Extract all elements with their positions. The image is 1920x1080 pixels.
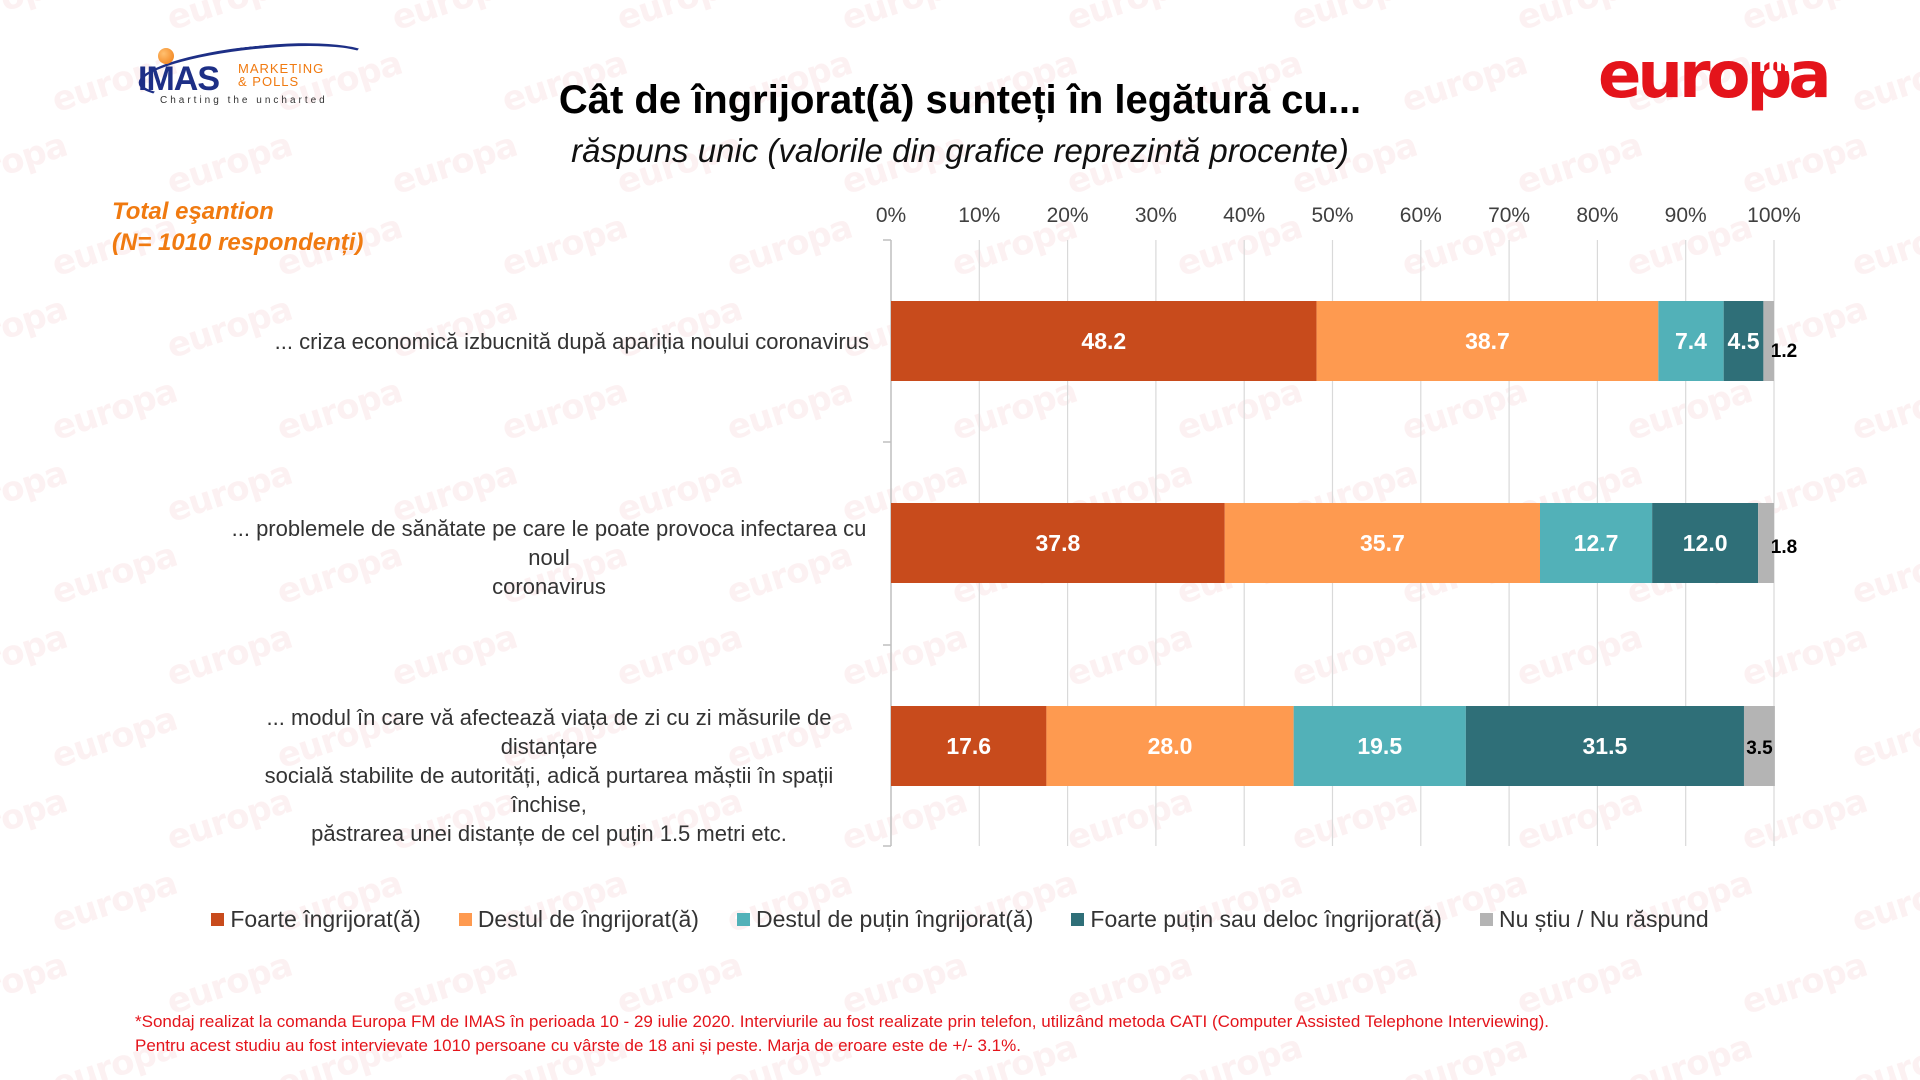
imas-logo-text: IMAS: [138, 60, 220, 98]
x-tick-label: 40%: [1223, 204, 1265, 227]
x-tick-label: 80%: [1576, 204, 1618, 227]
chart-legend: Foarte îngrijorat(ă) Destul de îngrijorat…: [0, 906, 1920, 933]
category-label-line: coronavirus: [492, 574, 606, 599]
imas-logo-dot-icon: [158, 48, 174, 64]
data-label: 4.5: [1728, 328, 1760, 354]
bar-segment: [1540, 503, 1653, 583]
legend-label: Foarte puțin sau deloc îngrijorat(ă): [1090, 906, 1442, 932]
bar-segment: [1224, 503, 1541, 583]
sample-label: Total eşantion: [112, 198, 274, 225]
legend-item: Destul de puțin îngrijorat(ă): [736, 906, 1034, 933]
x-tick-label: 70%: [1488, 204, 1530, 227]
category-label: ... modul în care vă afectează viața de …: [229, 703, 869, 848]
data-label: 35.7: [1360, 530, 1405, 556]
data-label: 37.8: [1036, 530, 1081, 556]
bar-segment: [1046, 706, 1294, 786]
legend-label: Foarte îngrijorat(ă): [230, 906, 421, 932]
bar-segment: [1763, 301, 1774, 381]
x-tick-label: 10%: [958, 204, 1000, 227]
data-label: 48.2: [1081, 328, 1126, 354]
x-tick-label: 50%: [1311, 204, 1353, 227]
data-label: 1.2: [1771, 341, 1797, 362]
imas-logo-sub2: & POLLS: [238, 74, 300, 89]
data-label: 31.5: [1583, 733, 1628, 759]
data-label: 12.7: [1574, 530, 1619, 556]
bar-segment: [1723, 301, 1764, 381]
legend-item: Nu știu / Nu răspund: [1479, 906, 1709, 933]
footnote-line-1: *Sondaj realizat la comanda Europa FM de…: [135, 1012, 1549, 1031]
category-label-line: ... problemele de sănătate pe care le po…: [231, 516, 867, 570]
imas-logo-tagline: Charting the uncharted: [160, 95, 328, 106]
bar-segment: [891, 503, 1225, 583]
legend-label: Destul de îngrijorat(ă): [477, 906, 699, 932]
imas-logo-sub1: MARKETING: [238, 61, 325, 76]
x-tick-label: 90%: [1665, 204, 1707, 227]
category-label: ... problemele de sănătate pe care le po…: [229, 514, 869, 601]
legend-item: Destul de îngrijorat(ă): [458, 906, 699, 933]
legend-swatch-icon: [458, 913, 472, 926]
bar-segment: [1743, 706, 1775, 786]
sample-size: (N= 1010 respondenți): [112, 229, 364, 256]
data-label: 28.0: [1148, 733, 1193, 759]
x-tick-label: 60%: [1400, 204, 1442, 227]
imas-logo: IMAS MARKETING & POLLS Charting the unch…: [130, 33, 376, 109]
legend-swatch-icon: [211, 913, 225, 926]
bar-segment: [1293, 706, 1466, 786]
data-label: 38.7: [1465, 328, 1510, 354]
category-label-line: socială stabilite de autorități, adică p…: [264, 762, 834, 817]
bar-segment: [1758, 503, 1774, 583]
bar-segment: [891, 706, 1047, 786]
data-label: 1.8: [1771, 537, 1797, 558]
x-tick-label: 30%: [1135, 204, 1177, 227]
imas-logo-subtext: MARKETING & POLLS: [238, 62, 324, 88]
europa-fm-logo-suffix: fm: [1758, 52, 1791, 77]
x-tick-label: 100%: [1747, 204, 1801, 227]
category-label: ... criza economică izbucnită după apari…: [229, 327, 869, 356]
legend-item: Foarte puțin sau deloc îngrijorat(ă): [1071, 906, 1442, 933]
category-label-line: ... modul în care vă afectează viața de …: [266, 704, 832, 759]
data-label: 12.0: [1683, 530, 1728, 556]
data-label: 3.5: [1746, 738, 1773, 759]
legend-swatch-icon: [1071, 913, 1085, 926]
bar-segment: [1652, 503, 1759, 583]
data-label: 19.5: [1357, 733, 1402, 759]
europa-fm-logo-word: europa: [1598, 39, 1831, 113]
bar-segment: [1658, 301, 1724, 381]
legend-label: Nu știu / Nu răspund: [1498, 906, 1709, 932]
x-tick-label: 0%: [876, 204, 906, 227]
legend-label: Destul de puțin îngrijorat(ă): [755, 906, 1034, 932]
page-title: Cât de îngrijorat(ă) sunteți în legătură…: [558, 78, 1362, 122]
footnote: *Sondaj realizat la comanda Europa FM de…: [135, 1010, 1549, 1058]
bar-segment: [1465, 706, 1744, 786]
sample-info: Total eşantion (N= 1010 respondenți): [112, 196, 363, 258]
data-label: 17.6: [946, 733, 991, 759]
category-label-line: ... criza economică izbucnită după apari…: [274, 328, 869, 354]
legend-swatch-icon: [1479, 913, 1493, 926]
category-label-line: păstrarea unei distanțe de cel puțin 1.5…: [311, 820, 787, 846]
legend-swatch-icon: [736, 913, 750, 926]
x-tick-label: 20%: [1047, 204, 1089, 227]
bar-segment: [891, 301, 1317, 381]
footnote-line-2: Pentru acest studiu au fost intervievate…: [135, 1036, 1021, 1055]
bar-segment: [1316, 301, 1659, 381]
legend-item: Foarte îngrijorat(ă): [211, 906, 421, 933]
page-subtitle: răspuns unic (valorile din grafice repre…: [571, 132, 1349, 169]
europa-fm-logo: europa fm: [1598, 36, 1858, 116]
data-label: 7.4: [1675, 328, 1707, 354]
